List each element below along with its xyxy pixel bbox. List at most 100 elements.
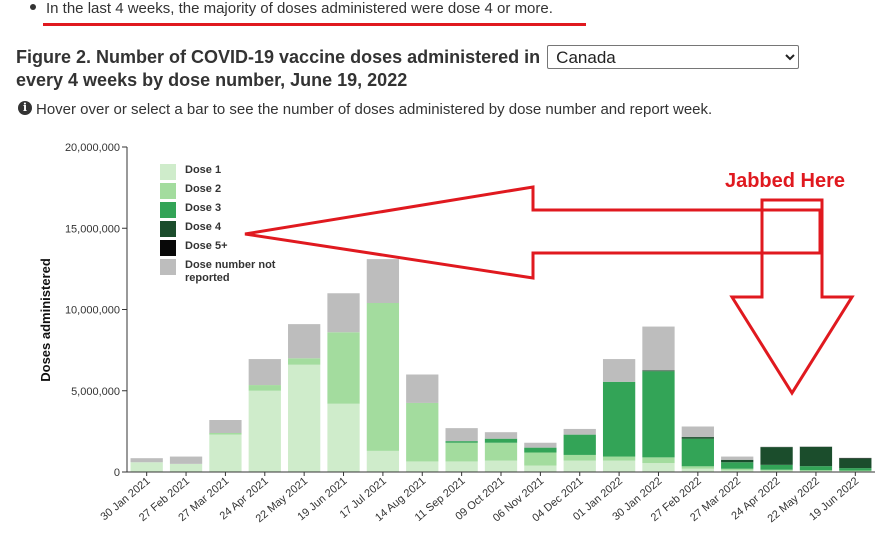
bar-segment-not_reported[interactable]: [248, 359, 281, 386]
bar-segment-not_reported[interactable]: [209, 420, 242, 433]
summary-text: In the last 4 weeks, the majority of dos…: [46, 0, 553, 17]
bar-segment-dose4[interactable]: [839, 458, 872, 469]
bar-segment-not_reported[interactable]: [484, 432, 518, 439]
bar-segment-dose3[interactable]: [524, 447, 557, 453]
bar-segment-not_reported[interactable]: [602, 359, 636, 382]
bar-segment-dose4[interactable]: [642, 370, 675, 372]
bar-segment-dose1[interactable]: [169, 463, 203, 472]
bar-stack[interactable]: [209, 420, 242, 472]
bar-segment-dose3[interactable]: [839, 468, 872, 471]
bar-segment-dose1[interactable]: [406, 461, 439, 472]
bar-segment-dose1[interactable]: [445, 461, 478, 472]
legend-item-not_reported[interactable]: Dose number not reported: [160, 259, 305, 284]
bar-segment-dose4[interactable]: [721, 459, 754, 463]
bar-stack[interactable]: [681, 426, 714, 473]
bar-segment-dose2[interactable]: [839, 470, 872, 472]
bar-segment-dose2[interactable]: [248, 385, 281, 391]
bar-segment-dose1[interactable]: [563, 460, 596, 472]
bar-segment-dose4[interactable]: [760, 446, 793, 465]
bar-segment-dose1[interactable]: [327, 403, 360, 472]
bar-stack[interactable]: [721, 456, 754, 472]
bar-stack[interactable]: [327, 293, 360, 472]
bar-segment-dose2[interactable]: [642, 457, 675, 464]
bar-segment-dose1[interactable]: [642, 463, 675, 472]
bar-segment-not_reported[interactable]: [169, 456, 203, 464]
bar-segment-not_reported[interactable]: [563, 428, 596, 435]
bar-segment-dose4[interactable]: [681, 437, 714, 439]
bar-segment-dose1[interactable]: [760, 470, 793, 472]
bar-segment-dose2[interactable]: [760, 469, 793, 471]
bar-segment-dose2[interactable]: [563, 454, 596, 461]
bar-segment-not_reported[interactable]: [130, 458, 163, 463]
bar-segment-dose3[interactable]: [445, 441, 478, 443]
bar-segment-not_reported[interactable]: [760, 446, 793, 448]
bar-segment-dose3[interactable]: [799, 466, 833, 471]
bar-segment-dose3[interactable]: [563, 434, 596, 455]
bar-segment-dose1[interactable]: [524, 465, 557, 473]
bar-stack[interactable]: [524, 442, 557, 473]
legend-item-dose2[interactable]: Dose 2: [160, 183, 305, 202]
bar-segment-dose3[interactable]: [721, 462, 754, 469]
bar-segment-dose3[interactable]: [642, 371, 675, 458]
bar-segment-not_reported[interactable]: [799, 446, 833, 447]
bar-segment-dose2[interactable]: [288, 358, 321, 365]
bar-segment-dose1[interactable]: [602, 460, 636, 472]
bar-stack[interactable]: [760, 446, 793, 472]
bar-stack[interactable]: [484, 432, 518, 472]
bar-segment-not_reported[interactable]: [642, 326, 675, 371]
bar-stack[interactable]: [642, 326, 675, 472]
bar-stack[interactable]: [445, 428, 478, 472]
bar-stack[interactable]: [839, 457, 872, 472]
bar-segment-dose1[interactable]: [721, 470, 754, 472]
bar-stack[interactable]: [130, 458, 163, 472]
bar-segment-dose2[interactable]: [484, 442, 518, 461]
bar-segment-dose2[interactable]: [721, 468, 754, 471]
bar-stack[interactable]: [169, 456, 203, 472]
bar-segment-dose2[interactable]: [406, 402, 439, 462]
bar-segment-dose2[interactable]: [445, 442, 478, 462]
bar-stack[interactable]: [248, 359, 281, 472]
bar-segment-dose2[interactable]: [799, 470, 833, 472]
bar-segment-dose3[interactable]: [760, 464, 793, 470]
bar-stack[interactable]: [602, 359, 636, 472]
region-select[interactable]: Canada: [547, 45, 800, 69]
bar-segment-not_reported[interactable]: [288, 324, 321, 359]
bar-stack[interactable]: [406, 374, 439, 473]
legend-item-dose4[interactable]: Dose 4: [160, 221, 305, 240]
bar-segment-dose1[interactable]: [130, 462, 163, 472]
bar-segment-dose2[interactable]: [524, 452, 557, 466]
bar-segment-dose5[interactable]: [839, 458, 872, 459]
bar-segment-dose3[interactable]: [484, 438, 518, 443]
bar-segment-not_reported[interactable]: [445, 428, 478, 442]
bar-segment-dose2[interactable]: [366, 303, 400, 451]
bar-segment-dose4[interactable]: [799, 446, 833, 467]
bar-stack[interactable]: [366, 259, 400, 472]
bar-segment-dose2[interactable]: [681, 466, 714, 469]
bar-segment-dose2[interactable]: [602, 456, 636, 461]
legend-item-dose5[interactable]: Dose 5+: [160, 240, 305, 259]
bar-segment-not_reported[interactable]: [681, 426, 714, 438]
bar-segment-not_reported[interactable]: [366, 259, 400, 303]
bar-stack[interactable]: [799, 446, 833, 472]
bar-segment-not_reported[interactable]: [721, 456, 754, 460]
bar-segment-dose1[interactable]: [248, 390, 281, 472]
legend-item-dose1[interactable]: Dose 1: [160, 164, 305, 183]
y-tick-label: 15,000,000: [65, 223, 120, 235]
bar-segment-not_reported[interactable]: [406, 374, 439, 403]
bar-segment-dose1[interactable]: [288, 364, 321, 472]
bar-stack[interactable]: [288, 324, 321, 472]
bar-segment-not_reported[interactable]: [327, 293, 360, 333]
bar-segment-dose3[interactable]: [602, 381, 636, 457]
legend-item-dose3[interactable]: Dose 3: [160, 202, 305, 221]
bar-segment-dose1[interactable]: [209, 434, 242, 472]
bar-segment-dose2[interactable]: [209, 433, 242, 435]
bar-segment-dose1[interactable]: [366, 450, 400, 472]
bar-segment-not_reported[interactable]: [524, 442, 557, 448]
bar-segment-dose1[interactable]: [484, 460, 518, 472]
bar-segment-not_reported[interactable]: [839, 457, 872, 459]
bar-segment-dose2[interactable]: [327, 332, 360, 404]
bar-segment-dose3[interactable]: [681, 438, 714, 467]
bar-stack[interactable]: [563, 428, 596, 472]
bar-segment-dose1[interactable]: [681, 468, 714, 472]
